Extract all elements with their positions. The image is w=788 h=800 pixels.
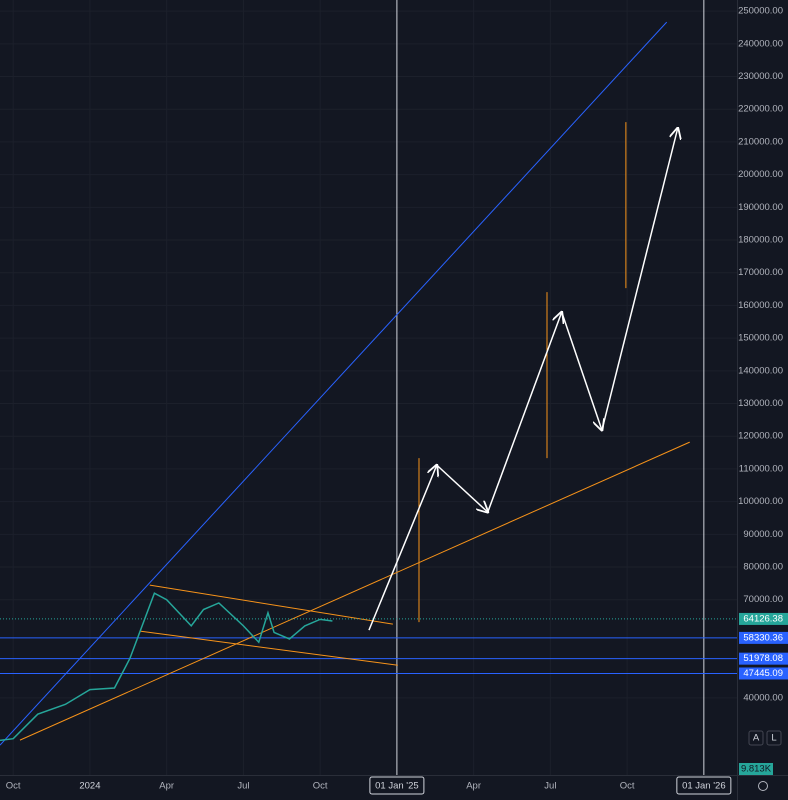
drawings [0,0,737,775]
volume-label: 9.813K [741,764,772,775]
projection-arrow [487,312,562,513]
trend-line [0,21,668,746]
axes: 40000.00 70000.00 80000.00 90000.00 100000.0… [6,6,788,795]
y-tick-label: 190000.00 [738,202,783,213]
x-tick-highlight [676,776,732,795]
y-tick-label: 160000.00 [738,300,783,311]
y-tick-label: 120000.00 [738,431,783,442]
x-tick-label: Oct [6,781,21,792]
scale-button[interactable] [748,730,764,746]
x-tick-label: Jul [544,781,556,792]
price-level-tag [739,631,788,644]
grid [0,0,737,775]
price-level-label: 47445.09 [743,668,783,679]
trend-line [19,441,690,741]
price-level-tag [739,652,788,665]
x-tick-highlight [369,776,425,795]
price-level-tag [739,667,788,680]
price-line [0,592,333,742]
scale-button-label[interactable]: A [753,733,760,744]
x-tick-label: Apr [466,781,481,792]
x-tick-label: Oct [313,781,328,792]
scale-button-label[interactable]: L [771,733,776,744]
volume-tag [739,763,773,775]
y-tick-label: 210000.00 [738,136,783,147]
y-tick-label: 100000.00 [738,496,783,507]
price-level-label: 51978.08 [743,653,783,664]
x-tick-label: 01 Jan '25 [375,781,419,792]
projection-arrow [561,311,602,430]
y-tick-label: 220000.00 [738,104,783,115]
x-tick-label: 2024 [79,781,100,792]
x-tick-label: 01 Jan '26 [682,781,726,792]
x-tick-label: Oct [620,781,635,792]
y-tick-label: 250000.00 [738,6,783,17]
projection-arrow [436,464,488,512]
projection-arrow [601,128,678,431]
y-tick-label: 130000.00 [738,398,783,409]
y-tick-label: 150000.00 [738,333,783,344]
settings-button[interactable] [758,781,768,791]
y-tick-label: 230000.00 [738,71,783,82]
trend-line [149,584,393,625]
y-tick-label: 240000.00 [738,38,783,49]
y-tick-label: 180000.00 [738,235,783,246]
y-tick-label: 170000.00 [738,267,783,278]
y-tick-label: 90000.00 [743,529,783,540]
y-tick-label: 110000.00 [739,463,783,474]
y-tick-label: 70000.00 [743,594,783,605]
x-tick-label: Apr [159,781,174,792]
projection-arrow [368,465,437,631]
last-price-label: 64126.38 [743,613,783,624]
y-tick-label: 140000.00 [738,365,783,376]
y-tick-label: 80000.00 [743,562,783,573]
trend-line [139,630,398,666]
y-tick-label: 200000.00 [738,169,783,180]
last-price-tag [739,612,788,625]
y-tick-label: 40000.00 [743,692,783,703]
scale-button[interactable] [766,730,782,746]
price-level-label: 58330.36 [743,632,783,643]
x-tick-label: Jul [237,781,249,792]
